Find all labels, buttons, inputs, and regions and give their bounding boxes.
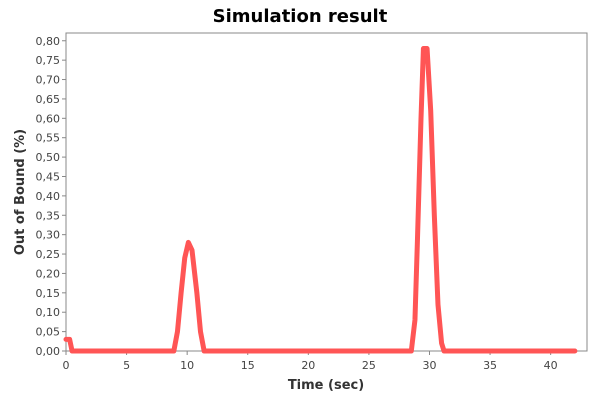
- y-tick-label: 0,35: [36, 209, 61, 222]
- y-tick-label: 0,10: [36, 306, 61, 319]
- y-axis-ticks: 0,00 0,05 0,10 0,15 0,20 0,25 0,30 0,35 0,40 0,45…: [36, 35, 66, 358]
- y-tick-label: 0,20: [36, 267, 61, 280]
- x-tick-label: 20: [301, 359, 315, 372]
- y-tick-label: 0,50: [36, 151, 61, 164]
- y-tick-label: 0,45: [36, 170, 61, 183]
- y-tick-label: 0,30: [36, 229, 61, 242]
- x-tick-label: 30: [422, 359, 436, 372]
- y-tick-label: 0,40: [36, 190, 61, 203]
- y-tick-label: 0,65: [36, 93, 61, 106]
- x-tick-label: 5: [123, 359, 130, 372]
- x-tick-label: 25: [362, 359, 376, 372]
- y-tick-label: 0,00: [36, 345, 61, 358]
- x-tick-label: 0: [63, 359, 70, 372]
- y-tick-label: 0,05: [36, 326, 61, 339]
- series-line: [63, 46, 578, 354]
- y-axis-label: Out of Bound (%): [13, 129, 28, 255]
- x-tick-label: 35: [483, 359, 497, 372]
- x-axis-label: Time (sec): [288, 378, 364, 393]
- y-tick-label: 0,75: [36, 54, 61, 67]
- y-tick-label: 0,60: [36, 112, 61, 125]
- x-tick-label: 40: [544, 359, 558, 372]
- x-tick-label: 15: [241, 359, 255, 372]
- y-tick-label: 0,70: [36, 74, 61, 87]
- x-tick-label: 10: [180, 359, 194, 372]
- chart-title: Simulation result: [213, 6, 388, 27]
- plot-area: [65, 32, 588, 352]
- y-tick-label: 0,25: [36, 248, 61, 261]
- y-tick-label: 0,55: [36, 132, 61, 145]
- x-axis-ticks: 0 5 10 15 20 25 30 35 40: [63, 351, 558, 372]
- y-tick-label: 0,15: [36, 287, 61, 300]
- y-tick-label: 0,80: [36, 35, 61, 48]
